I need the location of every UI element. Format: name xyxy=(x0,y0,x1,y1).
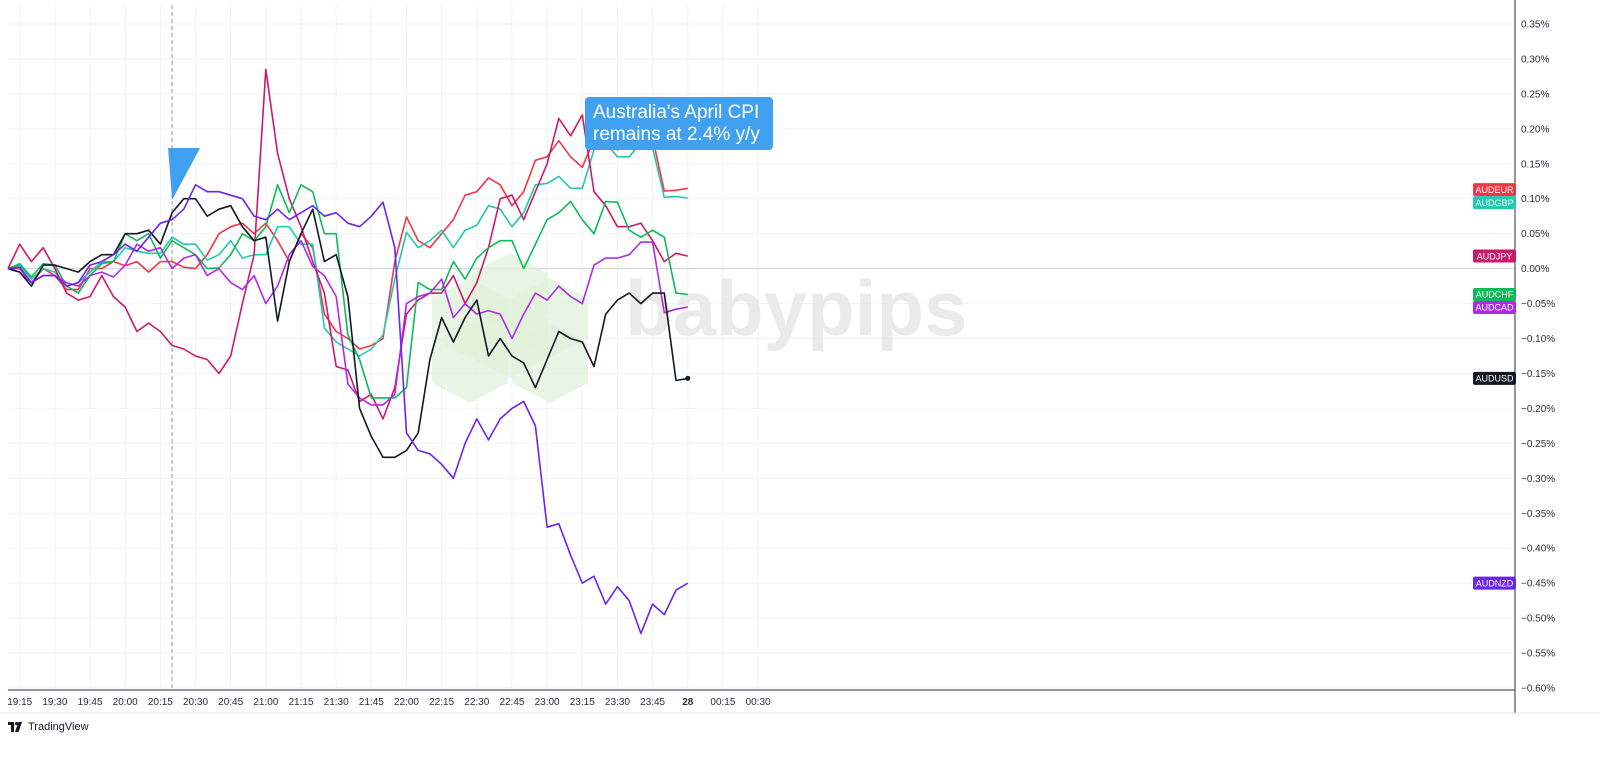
y-tick-label: −0.25% xyxy=(1521,439,1555,450)
x-tick-label: 22:30 xyxy=(464,697,489,708)
series-line-audeur xyxy=(8,124,688,350)
y-tick-label: 0.00% xyxy=(1521,264,1549,275)
tag-label-audgbp: AUDGBP xyxy=(1475,198,1513,208)
watermark-text: babypips xyxy=(625,264,967,352)
x-tick-label: 21:45 xyxy=(359,697,384,708)
tradingview-label: TradingView xyxy=(28,721,89,733)
callout-box xyxy=(585,97,773,150)
callout-pointer xyxy=(168,148,201,200)
y-tick-label: −0.35% xyxy=(1521,509,1555,520)
tag-label-audchf: AUDCHF xyxy=(1476,290,1514,300)
tag-audusd xyxy=(1473,371,1516,385)
callout-line: remains at 2.4% y/y xyxy=(593,124,760,145)
series-lines xyxy=(7,68,691,635)
tradingview-logo-icon xyxy=(8,722,22,732)
tag-label-audcad: AUDCAD xyxy=(1475,303,1514,313)
tradingview-brand[interactable]: TradingView xyxy=(8,721,89,733)
tag-audnzd xyxy=(1473,576,1516,590)
y-tick-label: 0.20% xyxy=(1521,124,1549,135)
tag-audeur xyxy=(1473,183,1516,197)
series-line-audcad xyxy=(7,239,688,406)
x-tick-label: 00:30 xyxy=(746,697,771,708)
y-tick-label: −0.10% xyxy=(1521,334,1555,345)
y-tick-label: −0.15% xyxy=(1521,369,1555,380)
x-tick-label: 20:00 xyxy=(113,697,138,708)
y-tick-label: −0.20% xyxy=(1521,404,1555,415)
y-tick-label: −0.30% xyxy=(1521,474,1555,485)
tag-audchf xyxy=(1473,287,1516,301)
y-tick-label: 0.35% xyxy=(1521,20,1549,31)
y-tick-label: −0.45% xyxy=(1521,579,1555,590)
series-line-audusd xyxy=(7,197,688,459)
series-tags: AUDEUR AUDGBP AUDJPY AUDCHF AUDCAD AUDUSD AUDN… xyxy=(1473,183,1516,590)
x-tick-label: 23:00 xyxy=(535,697,560,708)
tag-audjpy xyxy=(1473,249,1516,263)
y-tick-label: −0.05% xyxy=(1521,299,1555,310)
watermark-cube xyxy=(472,298,548,378)
axes: 0.35% 0.30% 0.25% 0.20% 0.15% 0.10% 0.05% 0.00%… xyxy=(0,0,1600,714)
tag-label-audeur: AUDEUR xyxy=(1475,185,1514,195)
x-tick-label: 21:00 xyxy=(253,697,278,708)
x-tick-label: 22:00 xyxy=(394,697,419,708)
tag-audcad xyxy=(1473,300,1516,314)
grid xyxy=(8,5,1515,690)
tag-label-audusd: AUDUSD xyxy=(1475,374,1514,384)
x-tick-label: 20:30 xyxy=(183,697,208,708)
x-tick-label: 22:45 xyxy=(499,697,524,708)
y-tick-label: −0.40% xyxy=(1521,544,1555,555)
x-tick-label: 19:30 xyxy=(42,697,67,708)
y-tick-label: 0.25% xyxy=(1521,89,1549,100)
x-tick-label: 19:15 xyxy=(7,697,32,708)
x-tick-label: 28 xyxy=(682,697,694,708)
series-line-audjpy xyxy=(7,68,688,420)
tag-label-audnzd: AUDNZD xyxy=(1476,578,1514,588)
x-tick-label: 20:45 xyxy=(218,697,243,708)
audusd-last-point xyxy=(685,375,691,381)
x-tick-label: 00:15 xyxy=(710,697,735,708)
watermark: babypips xyxy=(432,253,967,403)
x-tick-label: 22:15 xyxy=(429,697,454,708)
x-tick-label: 21:30 xyxy=(324,697,349,708)
x-tick-label: 21:15 xyxy=(288,697,313,708)
x-tick-label: 23:45 xyxy=(640,697,665,708)
y-tick-label: 0.30% xyxy=(1521,54,1549,65)
series-line-audnzd xyxy=(7,184,689,635)
y-tick-label: 0.05% xyxy=(1521,229,1549,240)
y-tick-label: 0.15% xyxy=(1521,159,1549,170)
y-tick-label: 0.10% xyxy=(1521,194,1549,205)
x-tick-label: 23:15 xyxy=(570,697,595,708)
y-tick-label: −0.60% xyxy=(1521,684,1555,695)
x-tick-label: 20:15 xyxy=(148,697,173,708)
series-line-audgbp xyxy=(7,142,688,357)
y-tick-label: −0.50% xyxy=(1521,614,1555,625)
tag-label-audjpy: AUDJPY xyxy=(1477,251,1513,261)
series-line-audchf xyxy=(7,184,688,399)
x-tick-label: 23:30 xyxy=(605,697,630,708)
y-tick-label: −0.55% xyxy=(1521,649,1555,660)
callout-line: Australia's April CPI xyxy=(593,102,759,123)
tag-audgbp xyxy=(1473,196,1516,210)
x-tick-label: 19:45 xyxy=(78,697,103,708)
